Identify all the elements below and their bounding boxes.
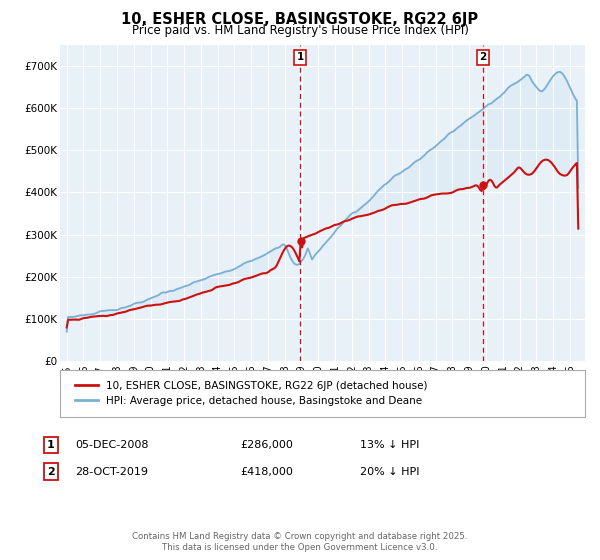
Text: 20% ↓ HPI: 20% ↓ HPI <box>360 466 419 477</box>
Text: 13% ↓ HPI: 13% ↓ HPI <box>360 440 419 450</box>
Text: 1: 1 <box>296 53 304 63</box>
Text: 10, ESHER CLOSE, BASINGSTOKE, RG22 6JP: 10, ESHER CLOSE, BASINGSTOKE, RG22 6JP <box>121 12 479 27</box>
Text: 05-DEC-2008: 05-DEC-2008 <box>75 440 149 450</box>
Text: 2: 2 <box>479 53 487 63</box>
Text: 28-OCT-2019: 28-OCT-2019 <box>75 466 148 477</box>
Text: Price paid vs. HM Land Registry's House Price Index (HPI): Price paid vs. HM Land Registry's House … <box>131 24 469 36</box>
Text: Contains HM Land Registry data © Crown copyright and database right 2025.
This d: Contains HM Land Registry data © Crown c… <box>132 532 468 552</box>
Text: £418,000: £418,000 <box>240 466 293 477</box>
Text: 2: 2 <box>47 466 55 477</box>
Text: £286,000: £286,000 <box>240 440 293 450</box>
Text: 1: 1 <box>47 440 55 450</box>
Legend: 10, ESHER CLOSE, BASINGSTOKE, RG22 6JP (detached house), HPI: Average price, det: 10, ESHER CLOSE, BASINGSTOKE, RG22 6JP (… <box>70 377 431 410</box>
